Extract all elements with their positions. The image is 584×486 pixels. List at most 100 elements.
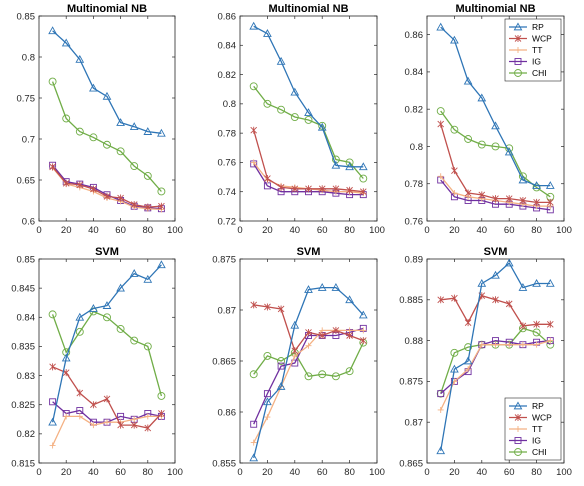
y-tick-label: 0.65 [17,175,36,186]
y-tick-label: 0.78 [218,128,237,139]
series-line-chi [253,85,364,179]
legend-marker-tt [515,47,521,53]
data-point-wcp [130,421,138,429]
data-point-wcp [492,296,499,304]
data-point-wcp [451,294,458,302]
data-point-wcp [264,303,271,311]
data-point-wcp [76,389,84,397]
y-tick-label: 0.82 [17,429,36,440]
data-point-wcp [144,203,152,211]
legend-label-tt: TT [532,424,542,434]
legend-marker-chi [514,69,522,77]
y-tick-label: 0.855 [212,458,236,469]
data-point-rp [48,26,57,35]
y-tick-label: 0.82 [218,70,237,81]
chart-title: Multinomial NB [268,3,348,15]
y-tick-label: 0.76 [405,216,424,227]
x-tick-label: 0 [237,225,242,236]
series-rp [48,260,166,426]
series-line-rp [440,262,551,451]
data-point-wcp [318,332,326,339]
data-point-tt [250,159,257,166]
data-point-ig [263,390,271,398]
y-tick-label: 0.86 [405,30,424,41]
legend-label-chi: CHI [532,447,547,457]
data-point-wcp [332,185,340,193]
data-point-chi [157,392,166,400]
data-point-chi [277,105,286,114]
x-tick-label: 100 [167,467,183,478]
y-tick-label: 0.86 [218,407,237,418]
data-point-wcp [291,185,299,193]
data-point-rp [89,304,98,312]
series-line-rp [253,286,364,459]
legend-marker-wcp [514,414,522,421]
data-point-wcp [117,421,124,429]
data-point-rp [304,285,313,293]
data-point-tt [131,416,138,423]
chart-panel-5: SVM 0 20 40 60 80 100 0.855 0.86 0.865 0.87 0.875 [212,246,385,478]
data-point-wcp [158,409,165,417]
legend-marker-wcp [514,35,522,42]
data-point-rp [545,278,555,287]
x-tick-label: 60 [317,225,328,236]
y-tick-label: 0.885 [399,295,423,306]
data-point-chi [436,389,445,398]
data-point-chi [263,99,272,108]
data-point-chi [304,116,313,124]
data-point-chi [116,324,125,333]
x-tick-label: 100 [556,225,572,236]
y-tick-label: 0.83 [17,371,36,382]
data-point-wcp [318,185,326,193]
data-point-wcp [437,296,445,304]
data-point-tt [465,366,472,373]
data-point-rp [75,54,85,63]
data-point-tt [49,442,56,449]
x-tick-label: 60 [504,225,515,236]
series-line-ig [440,179,551,211]
data-point-rp [143,127,153,135]
y-tick-label: 0.84 [218,41,237,52]
y-tick-label: 0.865 [212,356,236,367]
data-point-wcp [546,198,554,206]
x-tick-label: 40 [290,225,301,236]
chart-title: SVM [297,246,321,258]
data-point-chi [157,187,166,196]
data-point-chi [532,328,541,337]
data-point-rp [358,162,368,171]
y-tick-label: 0.8 [223,99,236,110]
data-point-tt [63,413,70,420]
data-point-chi [318,121,327,130]
x-tick-label: 40 [290,467,301,478]
data-point-tt [547,337,554,344]
y-tick-label: 0.825 [11,400,35,411]
y-tick-label: 0.78 [405,179,424,190]
data-point-rp [116,118,125,126]
data-point-rp [102,91,112,100]
data-point-wcp [264,175,271,183]
data-point-chi [331,155,340,164]
x-tick-label: 80 [143,467,154,478]
chart-title: Multinomial NB [455,3,535,15]
data-point-ig [277,362,285,370]
data-point-wcp [103,395,111,403]
data-point-rp [89,83,98,92]
data-point-rp [48,417,57,426]
chart-panel-6: SVM 0 20 40 60 80 100 0.865 0.87 0.875 0.88 0.885 0.… [399,246,572,478]
data-point-rp [450,35,459,44]
data-point-chi [89,133,98,142]
x-tick-label: 0 [36,467,41,478]
data-point-rp [518,283,528,291]
x-tick-label: 20 [61,225,72,236]
legend-label-ig: IG [532,436,541,446]
legend-label-rp: RP [532,22,544,32]
data-point-rp [102,301,112,309]
data-point-wcp [277,183,285,191]
series-chi [249,82,368,183]
x-tick-label: 0 [424,467,429,478]
series-line-rp [52,30,162,134]
series-wcp [437,120,554,206]
data-point-tt [492,341,499,348]
data-point-rp [450,364,459,373]
